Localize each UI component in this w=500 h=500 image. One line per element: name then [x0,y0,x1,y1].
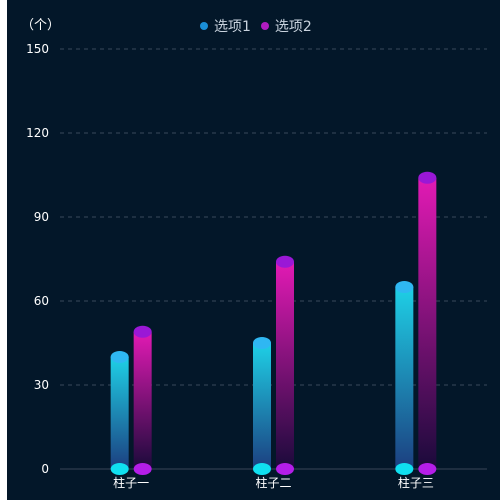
bar-base-2 [133,463,152,475]
y-tick-label: 120 [26,126,49,140]
bar-cap-1 [110,351,129,363]
legend-item-series-2[interactable]: 选项2 [260,16,312,36]
bar-cap-2 [418,171,437,184]
y-tick-label: 90 [34,210,49,224]
bar-base-1 [253,463,271,475]
y-tick-label: 0 [41,462,49,476]
bars [110,171,437,475]
y-tick-label: 30 [34,378,49,392]
x-tick-label: 柱子三 [398,475,434,490]
grid-lines [60,48,487,470]
bar-2 [133,331,152,469]
bar-cap-2 [133,325,152,338]
bar-cap-1 [395,281,414,293]
bar-1 [253,343,271,469]
y-axis-unit-label: （个） [21,18,61,33]
bar-base-2 [418,463,437,475]
legend: 选项1 选项2 [200,16,322,36]
bar-cap-1 [253,337,271,349]
bar-1 [110,357,129,469]
legend-item-series-1[interactable]: 选项1 [200,16,251,36]
x-tick-label: 柱子一 [113,475,149,490]
y-axis-ticks: 0 30 60 90 120 150 [26,42,49,476]
bar-base-1 [110,463,129,475]
bar-base-2 [276,463,294,475]
legend-dot-icon [200,22,208,30]
x-tick-label: 柱子二 [255,475,291,490]
legend-label: 选项1 [214,19,251,35]
y-tick-label: 60 [34,294,49,308]
y-tick-label: 150 [26,42,49,56]
legend-dot-icon [260,22,269,30]
bar-2 [276,261,294,469]
x-axis-ticks: 柱子一 柱子二 柱子三 [113,475,434,490]
left-margin-strip [0,0,7,500]
bar-base-1 [395,463,414,475]
bar-1 [395,287,414,469]
bar-cap-2 [276,255,294,268]
bar-2 [418,177,437,470]
legend-label: 选项2 [274,19,312,35]
